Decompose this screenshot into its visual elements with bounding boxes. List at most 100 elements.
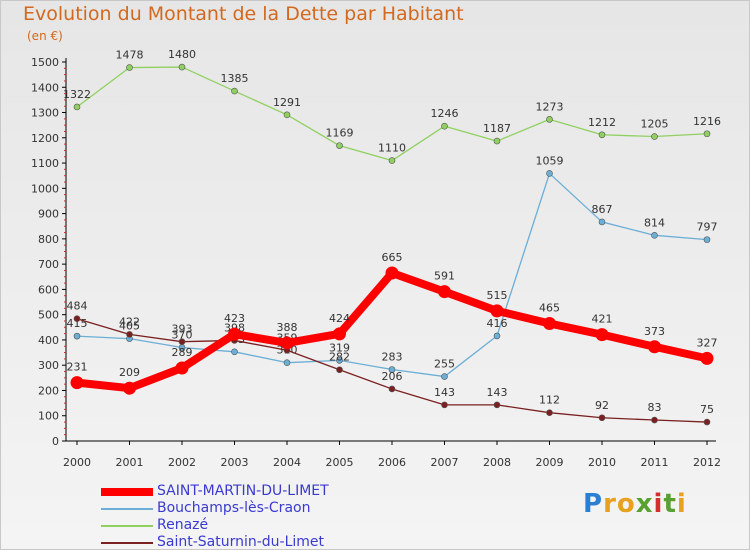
- data-point: [441, 401, 448, 409]
- data-label: 1273: [536, 100, 564, 113]
- data-point: [388, 157, 396, 164]
- data-point: [388, 366, 396, 373]
- legend-label: Saint-Saturnin-du-Limet: [157, 534, 325, 550]
- data-label: 83: [648, 401, 662, 414]
- y-tick-label: 600: [38, 283, 59, 296]
- x-tick-label: 2012: [693, 456, 721, 469]
- y-tick-label: 0: [52, 435, 59, 448]
- data-point: [126, 64, 133, 71]
- data-label: 421: [592, 313, 613, 326]
- y-tick-label: 900: [38, 208, 59, 221]
- data-label: 206: [382, 370, 403, 383]
- data-label: 143: [487, 386, 508, 399]
- data-point: [228, 327, 241, 341]
- data-label: 319: [329, 341, 350, 354]
- y-tick-label: 1400: [31, 81, 59, 94]
- legend-swatch: [101, 525, 153, 527]
- data-label: 416: [487, 317, 508, 330]
- data-point: [441, 122, 448, 130]
- data-label: 1212: [588, 116, 616, 129]
- y-tick-label: 200: [38, 384, 59, 397]
- data-point: [178, 63, 186, 71]
- data-point: [336, 366, 343, 374]
- data-label: 405: [119, 320, 140, 333]
- x-tick-label: 2006: [378, 456, 406, 469]
- data-label: 665: [382, 251, 403, 264]
- data-point: [178, 338, 186, 346]
- data-label: 1216: [693, 115, 721, 128]
- data-label: 1322: [63, 88, 91, 101]
- data-label: 283: [382, 350, 403, 363]
- y-tick-label: 1200: [31, 132, 59, 145]
- data-point: [543, 317, 556, 331]
- data-point: [546, 409, 553, 417]
- proxiti-logo: Proxiti: [583, 489, 687, 519]
- data-point: [231, 348, 238, 356]
- data-label: 75: [700, 403, 714, 416]
- data-label: 1478: [116, 49, 144, 62]
- x-tick-label: 2002: [168, 456, 196, 469]
- data-point: [651, 133, 658, 140]
- data-point: [493, 332, 501, 340]
- data-point: [333, 327, 346, 341]
- data-point: [283, 111, 291, 119]
- x-tick-label: 2003: [221, 456, 249, 469]
- data-label: 370: [172, 329, 193, 342]
- data-point: [438, 285, 451, 299]
- y-tick-label: 1100: [31, 157, 59, 170]
- data-label: 422: [119, 315, 140, 328]
- data-point: [73, 315, 81, 323]
- data-label: 112: [539, 394, 560, 407]
- data-point: [546, 116, 553, 123]
- data-point: [336, 142, 343, 149]
- x-tick-label: 2005: [326, 456, 354, 469]
- data-point: [703, 236, 711, 243]
- data-point: [546, 170, 553, 177]
- data-label: 1205: [641, 118, 669, 131]
- data-label: 1246: [431, 107, 459, 120]
- y-tick-label: 800: [38, 233, 59, 246]
- y-tick-label: 1000: [31, 182, 59, 195]
- y-tick-label: 700: [38, 258, 59, 271]
- data-point: [703, 130, 711, 138]
- x-tick-label: 2007: [431, 456, 459, 469]
- data-label: 424: [329, 312, 350, 325]
- data-point: [441, 373, 448, 380]
- data-label: 1291: [273, 96, 301, 109]
- data-point: [385, 266, 399, 280]
- data-label: 327: [697, 336, 718, 349]
- data-label: 423: [224, 312, 245, 325]
- data-label: 1187: [483, 122, 511, 135]
- data-label: 1059: [536, 154, 564, 167]
- x-tick-label: 2008: [483, 456, 511, 469]
- y-tick-label: 1500: [31, 56, 59, 69]
- data-point: [70, 376, 84, 390]
- data-point: [231, 87, 238, 95]
- data-point: [598, 131, 606, 139]
- x-tick-label: 2010: [588, 456, 616, 469]
- y-tick-label: 100: [38, 410, 59, 423]
- data-point: [700, 351, 714, 365]
- data-label: 867: [592, 203, 613, 216]
- data-label: 1480: [168, 48, 196, 61]
- x-tick-label: 2004: [273, 456, 301, 469]
- data-label: 484: [67, 300, 88, 313]
- x-tick-label: 2001: [116, 456, 144, 469]
- data-label: 393: [172, 323, 193, 336]
- data-label: 465: [539, 302, 560, 315]
- x-tick-label: 2011: [641, 456, 669, 469]
- data-point: [598, 414, 606, 422]
- legend-label: Bouchamps-lès-Craon: [157, 500, 311, 516]
- data-point: [73, 332, 81, 340]
- data-label: 1385: [221, 72, 249, 85]
- legend-label: Renazé: [157, 517, 209, 533]
- data-point: [648, 340, 661, 354]
- data-label: 515: [487, 289, 508, 302]
- data-point: [123, 381, 136, 395]
- data-point: [493, 137, 501, 145]
- legend-swatch: [101, 542, 153, 544]
- y-tick-label: 500: [38, 309, 59, 322]
- data-label: 255: [434, 358, 455, 371]
- data-point: [703, 418, 711, 426]
